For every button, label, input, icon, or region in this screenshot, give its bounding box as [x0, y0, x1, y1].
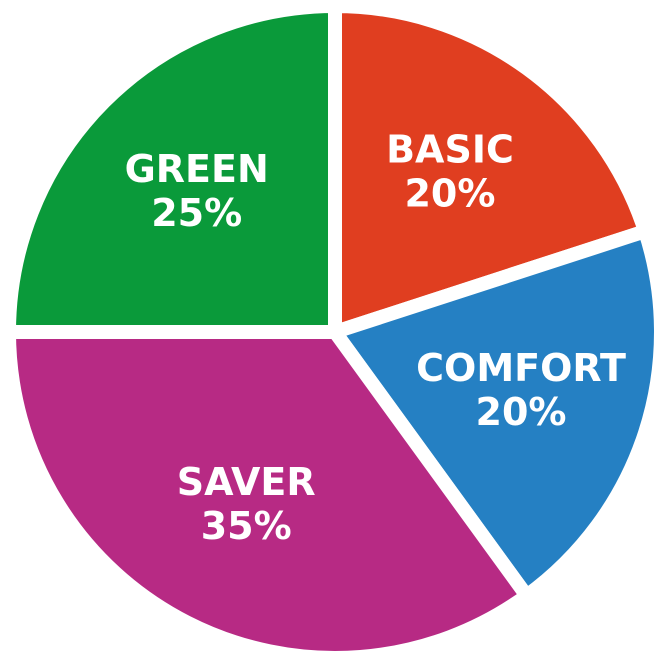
slice-label: GREEN [125, 147, 269, 191]
pie-slice [1, 325, 537, 660]
slice-label: COMFORT [416, 346, 626, 390]
slice-value-label: 20% [404, 171, 495, 215]
slice-label: SAVER [177, 460, 316, 504]
slice-value-label: 20% [476, 390, 567, 434]
slice-label: BASIC [386, 127, 514, 171]
slice-value-label: 25% [151, 191, 242, 235]
slice-value-label: 35% [201, 504, 292, 548]
pie-slice [1, 0, 342, 339]
pie-slice [323, 222, 658, 606]
